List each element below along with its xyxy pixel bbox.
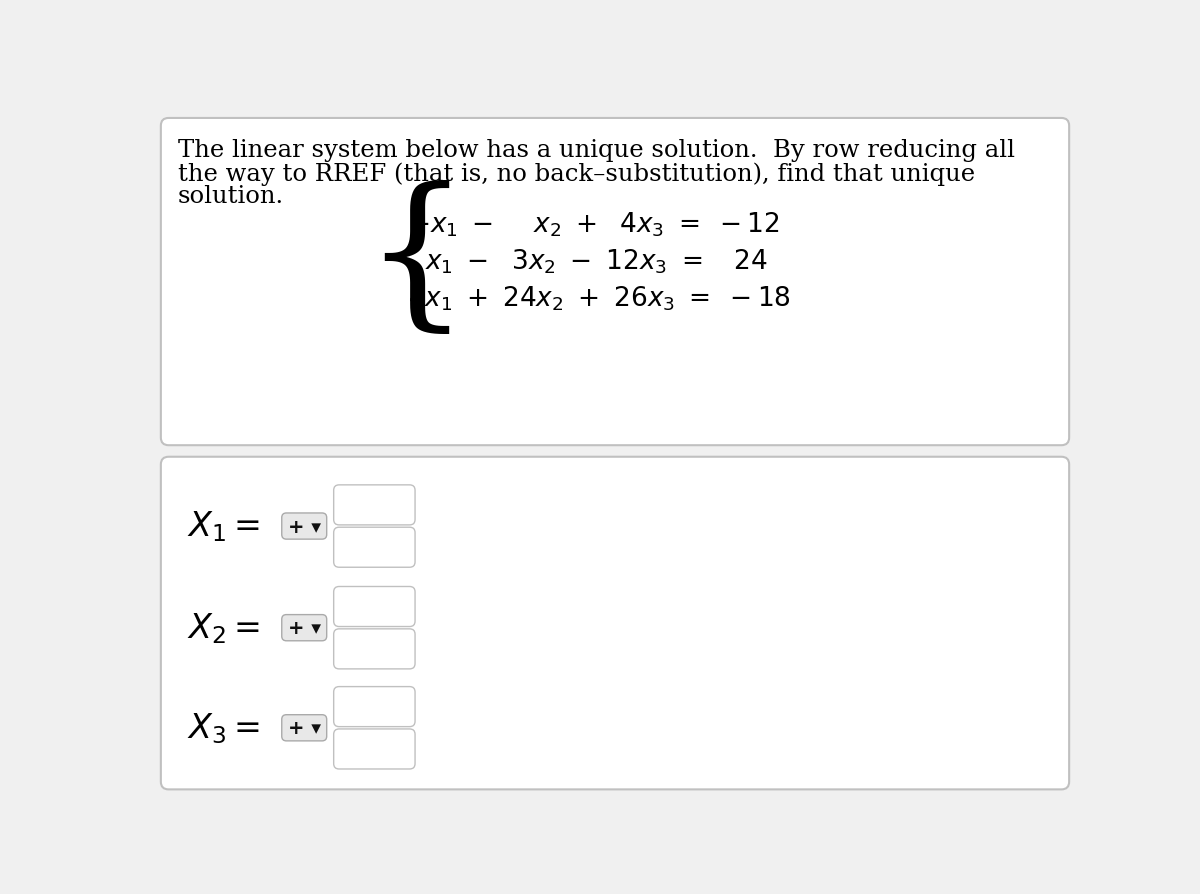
FancyBboxPatch shape — [334, 485, 415, 526]
Text: + ▾: + ▾ — [288, 719, 320, 738]
FancyBboxPatch shape — [334, 730, 415, 769]
FancyBboxPatch shape — [161, 119, 1069, 446]
Text: + ▾: + ▾ — [288, 517, 320, 536]
Text: {: { — [364, 181, 469, 342]
FancyBboxPatch shape — [282, 513, 326, 540]
Text: $\ \ x_1\  -\  \ 3x_2\  -\  12x_3\  =\  \ \ 24$: $\ \ x_1\ -\ \ 3x_2\ -\ 12x_3\ =\ \ \ 24… — [408, 247, 768, 275]
FancyBboxPatch shape — [334, 586, 415, 627]
Text: $X_2 =$: $X_2 =$ — [187, 611, 260, 645]
FancyBboxPatch shape — [334, 527, 415, 568]
Text: the way to RREF (that is, no back–substitution), find that unique: the way to RREF (that is, no back–substi… — [178, 162, 976, 185]
FancyBboxPatch shape — [334, 629, 415, 669]
Text: $4x_1\  +\  24x_2\  +\  26x_3\  =\  -18$: $4x_1\ +\ 24x_2\ +\ 26x_3\ =\ -18$ — [408, 283, 791, 312]
Text: solution.: solution. — [178, 185, 284, 208]
FancyBboxPatch shape — [282, 715, 326, 741]
Text: + ▾: + ▾ — [288, 619, 320, 637]
Text: $X_3 =$: $X_3 =$ — [187, 711, 260, 746]
Text: The linear system below has a unique solution.  By row reducing all: The linear system below has a unique sol… — [178, 139, 1015, 162]
FancyBboxPatch shape — [282, 615, 326, 641]
FancyBboxPatch shape — [334, 687, 415, 727]
Text: $X_1 =$: $X_1 =$ — [187, 509, 260, 544]
Text: $-x_1\  -\  \quad x_2\  +\  \ 4x_3\  =\  -12$: $-x_1\ -\ \quad x_2\ +\ \ 4x_3\ =\ -12$ — [408, 210, 779, 239]
FancyBboxPatch shape — [161, 457, 1069, 789]
